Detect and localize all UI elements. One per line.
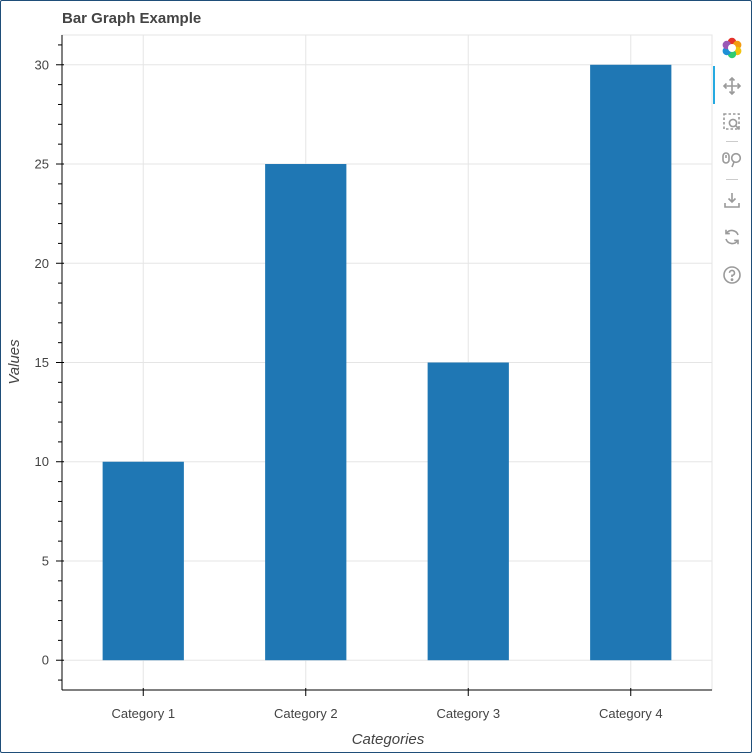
x-tick-label: Category 4 bbox=[599, 706, 663, 721]
y-tick-label: 10 bbox=[35, 454, 49, 469]
y-tick-label: 30 bbox=[35, 57, 49, 72]
active-tool-indicator bbox=[713, 66, 715, 104]
y-axis-label: Values bbox=[6, 339, 23, 385]
bars bbox=[102, 64, 672, 661]
toolbar-divider bbox=[726, 141, 738, 142]
help-icon[interactable] bbox=[720, 263, 744, 287]
y-tick-label: 15 bbox=[35, 355, 49, 370]
toolbar-divider bbox=[726, 179, 738, 180]
x-tick-label: Category 2 bbox=[274, 706, 338, 721]
y-tick-label: 25 bbox=[35, 157, 49, 172]
chart-title: Bar Graph Example bbox=[62, 10, 202, 27]
x-tick-label: Category 1 bbox=[111, 706, 175, 721]
bar-4[interactable] bbox=[590, 64, 672, 661]
y-tick-label: 0 bbox=[42, 653, 49, 668]
y-tick-label: 20 bbox=[35, 256, 49, 271]
save-icon[interactable] bbox=[720, 188, 744, 212]
y-tick-label: 5 bbox=[42, 553, 49, 568]
reset-icon[interactable] bbox=[720, 225, 744, 249]
x-tick-label: Category 3 bbox=[436, 706, 500, 721]
x-axis-label: Categories bbox=[352, 731, 425, 748]
box-zoom-icon[interactable] bbox=[720, 110, 744, 134]
axes: 0 5 10 15 20 25 30 Category 1 Category 2 Category… bbox=[35, 35, 712, 721]
bokeh-logo-icon[interactable] bbox=[720, 36, 744, 60]
wheel-zoom-icon[interactable] bbox=[720, 148, 744, 172]
bar-2[interactable] bbox=[265, 164, 347, 661]
pan-icon[interactable] bbox=[720, 74, 744, 98]
bar-3[interactable] bbox=[427, 362, 509, 661]
bar-1[interactable] bbox=[102, 461, 184, 661]
